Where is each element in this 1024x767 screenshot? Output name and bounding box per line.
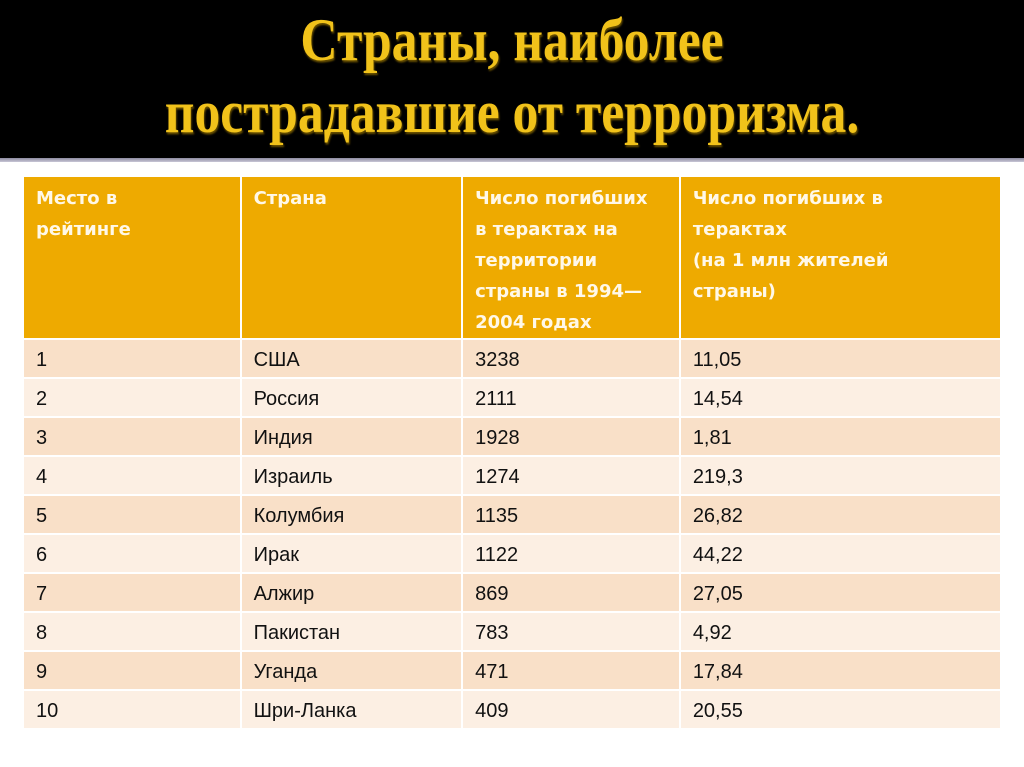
cell-per-million: 11,05 [678, 338, 1003, 379]
title-band: Страны, наиболее пострадавшие от террори… [0, 0, 1024, 158]
cell-country: Индия [239, 416, 464, 457]
cell-rank: 6 [22, 533, 242, 574]
header-country: Страна [239, 175, 464, 340]
title-line-2: пострадавшие от терроризма. [164, 79, 860, 145]
cell-rank: 8 [22, 611, 242, 652]
cell-deaths: 783 [461, 611, 681, 652]
cell-per-million: 219,3 [678, 455, 1003, 496]
cell-per-million: 17,84 [678, 650, 1003, 691]
table-row: 7 Алжир 869 27,05 [22, 572, 1003, 613]
table-row: 5 Колумбия 1135 26,82 [22, 494, 1003, 535]
cell-per-million: 4,92 [678, 611, 1003, 652]
cell-rank: 10 [22, 689, 242, 730]
cell-deaths: 869 [461, 572, 681, 613]
cell-country: Колумбия [239, 494, 464, 535]
cell-rank: 3 [22, 416, 242, 457]
cell-country: Ирак [239, 533, 464, 574]
cell-rank: 5 [22, 494, 242, 535]
cell-country: Пакистан [239, 611, 464, 652]
header-rank: Место в рейтинге [22, 175, 242, 340]
table-row: 10 Шри-Ланка 409 20,55 [22, 689, 1003, 730]
cell-deaths: 3238 [461, 338, 681, 379]
slide-title: Страны, наиболее пострадавшие от террори… [72, 4, 953, 148]
table-row: 8 Пакистан 783 4,92 [22, 611, 1003, 652]
cell-per-million: 26,82 [678, 494, 1003, 535]
header-deaths-per-million: Число погибших в терактах (на 1 млн жите… [678, 175, 1003, 340]
cell-rank: 2 [22, 377, 242, 418]
title-line-1: Страны, наиболее [300, 7, 724, 73]
cell-per-million: 44,22 [678, 533, 1003, 574]
cell-country: Израиль [239, 455, 464, 496]
cell-deaths: 409 [461, 689, 681, 730]
cell-per-million: 14,54 [678, 377, 1003, 418]
table-row: 3 Индия 1928 1,81 [22, 416, 1003, 457]
cell-country: Шри-Ланка [239, 689, 464, 730]
cell-rank: 4 [22, 455, 242, 496]
table-row: 1 США 3238 11,05 [22, 338, 1003, 379]
cell-per-million: 20,55 [678, 689, 1003, 730]
table-row: 6 Ирак 1122 44,22 [22, 533, 1003, 574]
cell-deaths: 2111 [461, 377, 681, 418]
title-divider [0, 158, 1024, 162]
table-row: 4 Израиль 1274 219,3 [22, 455, 1003, 496]
cell-deaths: 1122 [461, 533, 681, 574]
header-deaths: Число погибших в терактах на территории … [461, 175, 681, 340]
cell-deaths: 471 [461, 650, 681, 691]
cell-deaths: 1274 [461, 455, 681, 496]
terrorism-casualties-table: Место в рейтинге Страна Число погибших в… [22, 175, 1003, 730]
cell-rank: 9 [22, 650, 242, 691]
cell-rank: 7 [22, 572, 242, 613]
table-row: 9 Уганда 471 17,84 [22, 650, 1003, 691]
table-header-row: Место в рейтинге Страна Число погибших в… [22, 175, 1003, 340]
cell-country: Россия [239, 377, 464, 418]
cell-rank: 1 [22, 338, 242, 379]
cell-deaths: 1135 [461, 494, 681, 535]
cell-country: Уганда [239, 650, 464, 691]
table-row: 2 Россия 2111 14,54 [22, 377, 1003, 418]
cell-deaths: 1928 [461, 416, 681, 457]
cell-country: Алжир [239, 572, 464, 613]
cell-per-million: 1,81 [678, 416, 1003, 457]
cell-per-million: 27,05 [678, 572, 1003, 613]
cell-country: США [239, 338, 464, 379]
